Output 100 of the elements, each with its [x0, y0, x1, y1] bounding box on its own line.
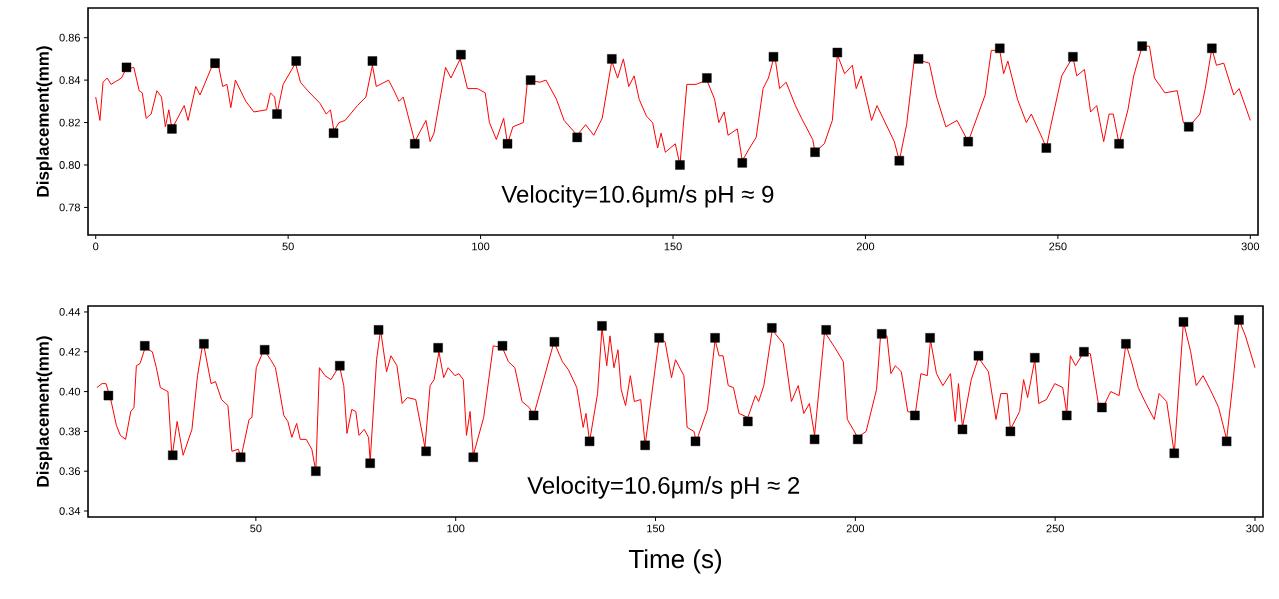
- point: [768, 52, 779, 62]
- point: [1121, 339, 1131, 349]
- point: [1169, 448, 1179, 458]
- point: [654, 333, 664, 343]
- point: [210, 58, 220, 68]
- point: [743, 416, 753, 427]
- annotation: Velocity=10.6μm/s pH ≈ 9: [501, 185, 774, 208]
- point: [584, 436, 595, 447]
- point: [640, 440, 650, 451]
- point: [1221, 436, 1232, 447]
- y-axis-title: Displacement(mm): [36, 336, 53, 487]
- point: [103, 390, 114, 401]
- point: [421, 446, 431, 456]
- point: [502, 139, 513, 149]
- x-tick-label: 50: [250, 524, 262, 533]
- point: [913, 54, 924, 64]
- point: [367, 56, 378, 66]
- y-tick-label: 0.34: [59, 507, 81, 515]
- annotation: Velocity=10.6μm/s pH ≈ 2: [527, 476, 800, 499]
- point: [973, 351, 984, 361]
- y-tick-label: 0.82: [59, 118, 80, 127]
- y-tick-label: 0.36: [59, 467, 80, 476]
- point: [572, 132, 582, 143]
- point: [291, 56, 301, 66]
- point: [272, 109, 282, 119]
- point: [433, 343, 443, 353]
- y-tick-label: 0.44: [59, 308, 81, 316]
- point: [894, 156, 905, 166]
- point: [168, 450, 178, 460]
- point: [957, 424, 968, 435]
- point: [1079, 347, 1089, 357]
- x-tick-label: 150: [647, 524, 665, 533]
- point: [710, 333, 720, 343]
- x-tick-label: 50: [282, 242, 294, 251]
- point: [853, 434, 863, 445]
- point: [410, 139, 420, 149]
- point: [675, 160, 685, 170]
- point: [597, 321, 607, 331]
- x-tick-label: 250: [1046, 524, 1064, 533]
- point: [925, 333, 935, 343]
- point: [1234, 315, 1244, 325]
- point: [235, 452, 246, 462]
- y-tick-label: 0.80: [59, 161, 81, 169]
- point: [199, 339, 209, 349]
- point: [877, 329, 887, 339]
- point: [832, 47, 843, 58]
- y-tick-label: 0.78: [59, 203, 80, 212]
- point: [910, 410, 920, 421]
- x-axis-title: Time (s): [628, 549, 722, 574]
- point: [1068, 52, 1078, 62]
- point: [767, 323, 777, 333]
- point: [140, 341, 150, 351]
- point: [528, 410, 539, 421]
- y-axis-title: Displacement(mm): [36, 46, 53, 197]
- point: [549, 337, 560, 347]
- x-tick-label: 100: [447, 524, 465, 533]
- point: [335, 361, 345, 371]
- point: [737, 158, 747, 168]
- point: [373, 325, 384, 335]
- x-tick-label: 200: [846, 524, 865, 533]
- x-tick-label: 0: [93, 242, 99, 251]
- point: [468, 452, 478, 462]
- point: [821, 325, 831, 335]
- point: [1005, 426, 1016, 437]
- point: [963, 136, 973, 147]
- point: [311, 466, 321, 476]
- point: [1062, 410, 1072, 421]
- x-tick-label: 150: [664, 242, 682, 251]
- point: [1184, 122, 1194, 132]
- point: [702, 73, 712, 83]
- y-tick-label: 0.42: [59, 347, 80, 356]
- point: [456, 49, 466, 60]
- x-tick-label: 300: [1241, 242, 1260, 251]
- point: [328, 128, 339, 138]
- point: [809, 434, 820, 445]
- point: [1030, 353, 1040, 363]
- point: [810, 147, 820, 157]
- point: [1041, 143, 1052, 153]
- point: [497, 341, 508, 351]
- point: [525, 75, 536, 85]
- point: [1114, 139, 1124, 149]
- point: [121, 62, 132, 73]
- x-tick-label: 250: [1049, 242, 1067, 251]
- y-tick-label: 0.38: [59, 427, 80, 436]
- point: [1097, 402, 1107, 413]
- point: [607, 54, 617, 64]
- point: [690, 436, 701, 447]
- y-tick-label: 0.86: [59, 33, 80, 42]
- point: [1207, 43, 1217, 53]
- x-tick-label: 300: [1246, 524, 1264, 533]
- point: [259, 345, 270, 355]
- point: [1178, 317, 1189, 327]
- x-tick-label: 100: [472, 242, 490, 251]
- point: [995, 43, 1005, 53]
- y-tick-label: 0.40: [59, 387, 81, 396]
- y-tick-label: 0.84: [59, 76, 81, 85]
- point: [365, 458, 375, 468]
- point: [167, 124, 177, 134]
- x-tick-label: 200: [856, 242, 875, 251]
- point: [1137, 41, 1147, 51]
